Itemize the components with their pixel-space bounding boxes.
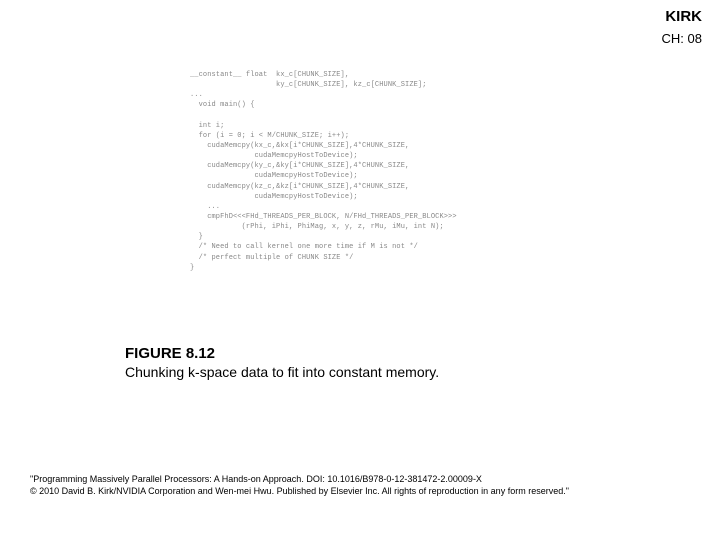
code-line: /* Need to call kernel one more time if … [190, 243, 418, 251]
code-line: /* perfect multiple of CHUNK SIZE */ [190, 254, 353, 262]
footer-line: "Programming Massively Parallel Processo… [30, 473, 569, 486]
code-line: cudaMemcpy(ky_c,&ky[i*CHUNK_SIZE],4*CHUN… [190, 162, 409, 170]
figure-caption: FIGURE 8.12 Chunking k-space data to fit… [125, 345, 439, 380]
code-line: cudaMemcpy(kz_c,&kz[i*CHUNK_SIZE],4*CHUN… [190, 183, 409, 191]
header-kirk: KIRK [662, 8, 702, 25]
header-chapter: CH: 08 [662, 31, 702, 46]
page-header: KIRK CH: 08 [662, 8, 702, 46]
code-line: void main() { [190, 101, 255, 109]
code-line: cmpFhD<<<FHd_THREADS_PER_BLOCK, N/FHd_TH… [190, 213, 457, 221]
code-listing: __constant__ float kx_c[CHUNK_SIZE], ky_… [190, 70, 457, 273]
footer-line: © 2010 David B. Kirk/NVIDIA Corporation … [30, 485, 569, 498]
code-line: int i; [190, 122, 224, 130]
code-line: cudaMemcpy(kx_c,&kx[i*CHUNK_SIZE],4*CHUN… [190, 142, 409, 150]
code-line: cudaMemcpyHostToDevice); [190, 172, 358, 180]
page-footer: "Programming Massively Parallel Processo… [30, 473, 569, 498]
code-line: (rPhi, iPhi, PhiMag, x, y, z, rMu, iMu, … [190, 223, 444, 231]
figure-description: Chunking k-space data to fit into consta… [125, 364, 439, 380]
code-line: } [190, 233, 203, 241]
code-line: for (i = 0; i < M/CHUNK_SIZE; i++); [190, 132, 349, 140]
code-line: __constant__ float kx_c[CHUNK_SIZE], [190, 71, 349, 79]
code-line: ky_c[CHUNK_SIZE], kz_c[CHUNK_SIZE]; [190, 81, 427, 89]
code-line: ... [190, 91, 203, 99]
code-line: cudaMemcpyHostToDevice); [190, 193, 358, 201]
code-line: ... [190, 203, 220, 211]
code-line: } [190, 264, 194, 272]
figure-number: FIGURE 8.12 [125, 345, 439, 362]
code-line: cudaMemcpyHostToDevice); [190, 152, 358, 160]
